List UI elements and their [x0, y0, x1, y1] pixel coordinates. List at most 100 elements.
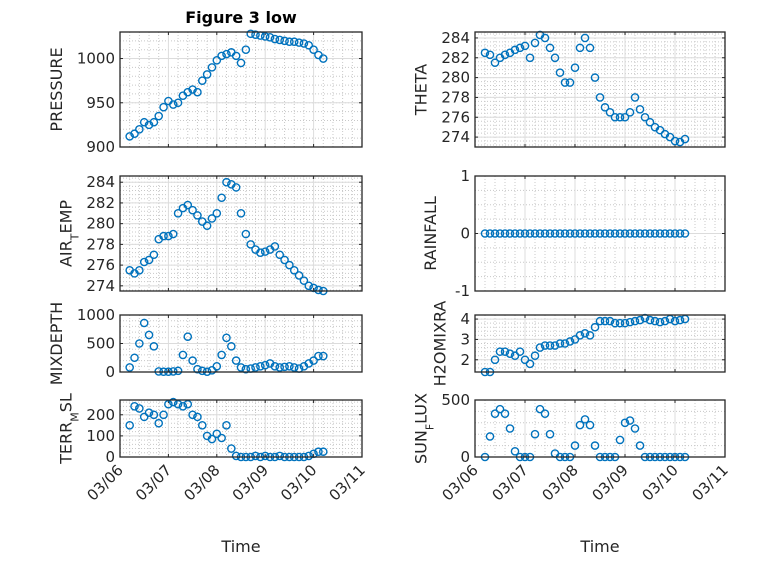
data-point: [520, 229, 530, 238]
data-point: [480, 229, 490, 238]
data-point: [490, 58, 500, 68]
subplot-rainfall: -1 0 1 RAINFALL: [421, 167, 726, 300]
data-point: [139, 412, 149, 422]
subplot-h2omixra: 2 3 4 H2OMIXRA: [431, 301, 726, 387]
label-part: SL: [57, 393, 76, 412]
x-tick-label: 03/06: [439, 461, 482, 504]
data-point: [600, 229, 610, 238]
data-point: [318, 351, 328, 361]
data-point: [193, 364, 202, 374]
data-point: [222, 421, 231, 430]
data-point: [304, 281, 314, 291]
data-point: [188, 410, 197, 420]
data-point: [530, 229, 540, 238]
data-point: [251, 363, 260, 372]
axes-box: [474, 314, 726, 373]
data-point: [222, 177, 231, 187]
chart-title: Figure 3 low: [185, 8, 297, 27]
data-point: [515, 229, 525, 238]
data-point: [675, 315, 685, 325]
data-point: [495, 347, 505, 356]
label-part: EMP: [57, 200, 76, 234]
data-point: [139, 117, 149, 127]
data-point: [645, 117, 655, 127]
data-point: [550, 53, 560, 63]
data-point: [495, 229, 505, 238]
data-point: [630, 424, 640, 433]
data-point: [212, 56, 222, 65]
data-point: [207, 434, 217, 444]
data-point: [309, 45, 318, 54]
data-point: [595, 93, 605, 102]
data-point: [565, 337, 575, 346]
label-part: LUX: [412, 393, 431, 424]
data-point: [670, 136, 680, 146]
y-tick-label: 284: [86, 173, 115, 191]
data-point: [280, 362, 289, 372]
data-point: [600, 316, 610, 326]
data-point: [188, 356, 197, 365]
data-point: [510, 45, 520, 55]
data-point: [620, 229, 630, 238]
y-tick-label: 1000: [77, 50, 115, 68]
data-point: [270, 242, 280, 251]
data-point: [570, 229, 580, 238]
data-point: [168, 397, 178, 407]
data-point: [178, 350, 188, 360]
data-point: [280, 36, 289, 46]
data-point: [197, 217, 207, 226]
data-point: [585, 229, 595, 238]
data-point: [314, 447, 323, 457]
data-point: [149, 250, 159, 260]
data-point: [231, 183, 241, 192]
data-point: [270, 34, 280, 44]
x-tick-label: 03/11: [326, 461, 369, 504]
data-point: [540, 409, 550, 418]
label-part: AIR: [57, 240, 76, 267]
y-tick-label: 1: [460, 167, 470, 185]
x-tick-label: 03/09: [589, 461, 632, 504]
y-axis-label: H2OMIXRA: [431, 301, 450, 387]
data-point: [135, 125, 144, 134]
data-point: [515, 43, 525, 53]
data-point: [585, 420, 595, 430]
data-point: [570, 335, 580, 344]
data-point: [585, 43, 595, 53]
data-point: [635, 315, 645, 325]
axes-box: [119, 31, 363, 148]
data-point: [231, 51, 241, 61]
label-subscript: M: [68, 412, 81, 422]
data-point: [178, 402, 188, 411]
x-tick-label: 03/10: [277, 461, 320, 504]
data-point: [193, 412, 202, 422]
data-point: [660, 229, 670, 238]
subplot-terr-msl: 03/06 03/07 03/08 03/09 03/10 03/110100200TER…: [57, 393, 369, 556]
data-point: [275, 35, 285, 45]
data-point: [655, 317, 665, 327]
data-point: [154, 418, 164, 428]
data-point: [565, 78, 575, 87]
data-point: [207, 63, 217, 72]
data-point: [304, 40, 314, 50]
data-point: [545, 341, 555, 350]
data-point: [130, 129, 139, 139]
data-point: [635, 105, 645, 114]
data-point: [605, 229, 615, 238]
data-point: [595, 316, 605, 326]
axes-box: [474, 31, 726, 148]
data-point: [212, 361, 222, 371]
axes-box: [119, 399, 363, 458]
data-point: [299, 39, 309, 48]
data-point: [217, 433, 226, 443]
data-point: [183, 332, 193, 341]
data-point: [289, 37, 299, 47]
y-tick-label: 0: [105, 363, 115, 381]
data-point: [520, 41, 530, 51]
data-point: [560, 78, 570, 87]
subplot-sun-flux: 03/06 03/07 03/08 03/09 03/10 03/110500SUNFLU…: [412, 391, 732, 556]
data-point: [540, 229, 550, 238]
data-point: [535, 404, 545, 414]
y-tick-label: 2: [460, 351, 470, 369]
